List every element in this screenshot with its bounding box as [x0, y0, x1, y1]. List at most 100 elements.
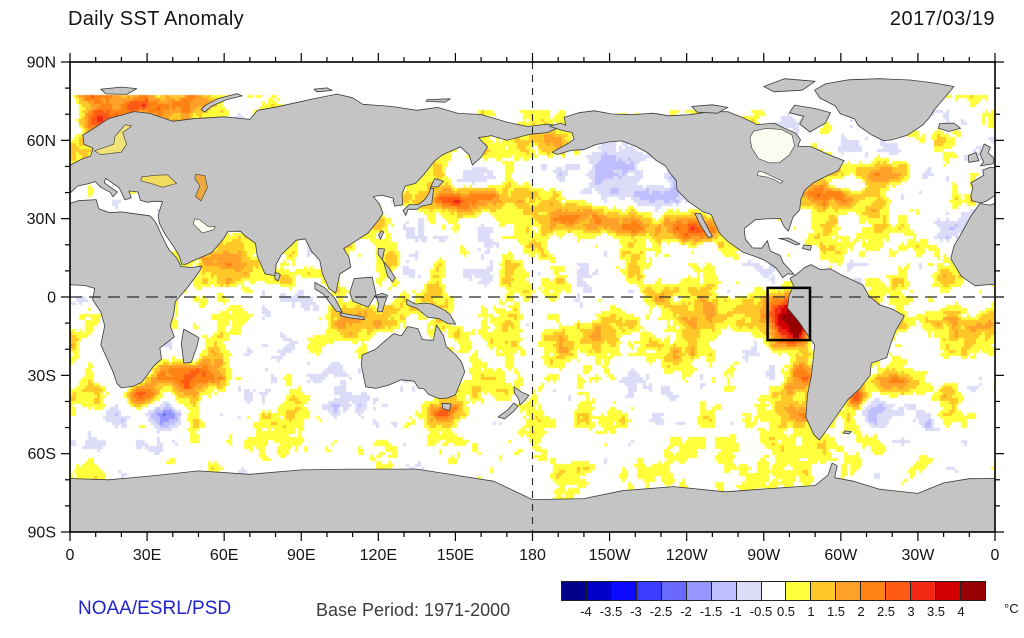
- x-axis-label: 150E: [437, 547, 474, 564]
- colorbar-tick-label: 3.5: [926, 604, 946, 619]
- great-lakes: [756, 170, 784, 184]
- colorbar-tick-label: 3: [907, 604, 915, 619]
- colorbar-cell: [660, 582, 686, 600]
- landmass-island: [967, 152, 980, 163]
- x-axis-label: 120W: [666, 547, 709, 564]
- y-axis-label: 0: [47, 290, 56, 307]
- colorbar-cell: [885, 582, 911, 600]
- colorbar-tick-label: -1.5: [699, 604, 723, 619]
- persian-gulf: [192, 218, 216, 234]
- base-period-label: Base Period: 1971-2000: [316, 600, 511, 620]
- landmass-island: [802, 244, 812, 251]
- landmass-island: [694, 213, 713, 238]
- colorbar-tick-label: -2: [680, 604, 692, 619]
- landmass-island: [842, 430, 852, 435]
- landmass-island: [425, 98, 451, 103]
- baltic-sea: [93, 124, 133, 156]
- landmass-island: [349, 276, 377, 308]
- colorbar-cell: [860, 582, 886, 600]
- colorbar-cell: [735, 582, 761, 600]
- landmass-island: [100, 86, 138, 95]
- date-label: 2017/03/19: [889, 8, 995, 30]
- x-axis-label: 90W: [747, 547, 781, 564]
- landmass-island: [970, 166, 995, 204]
- landmass-island: [497, 402, 519, 420]
- colorbar-tick-label: -3: [630, 604, 642, 619]
- highlight-box-nino12: [766, 286, 812, 342]
- landmass-island: [313, 87, 333, 93]
- y-axis-label: 90S: [28, 525, 56, 542]
- colorbar-cell: [810, 582, 836, 600]
- x-axis-label: 120E: [360, 547, 397, 564]
- colorbar-units-label: °C: [1004, 601, 1019, 616]
- landmass-africa: [70, 199, 203, 389]
- landmass-island: [406, 299, 457, 325]
- colorbar-cell: [935, 582, 960, 600]
- landmass-island: [789, 104, 831, 133]
- landmass-south-america: [787, 264, 905, 441]
- landmass-eurasia: [70, 93, 562, 294]
- landmass-island: [375, 292, 388, 313]
- landmass-island: [441, 402, 452, 412]
- colorbar-tick-label: 1: [807, 604, 815, 619]
- colorbar-tick-label: 1.5: [826, 604, 846, 619]
- colorbar-cell: [910, 582, 936, 600]
- colorbar-cell: [562, 582, 586, 600]
- colorbar-cell: [685, 582, 711, 600]
- landmass-island: [402, 178, 444, 216]
- y-axis-label: 60N: [27, 133, 56, 150]
- colorbar-cell: [835, 582, 861, 600]
- land-layer: [70, 78, 995, 532]
- landmass-island: [763, 78, 816, 93]
- x-axis-label: 150W: [589, 547, 632, 564]
- colorbar-tick-label: 2.5: [876, 604, 896, 619]
- landmass-greenland: [814, 78, 955, 141]
- landmass-island: [979, 143, 995, 167]
- y-axis-label: 90N: [27, 55, 56, 72]
- caspian-sea: [194, 173, 208, 202]
- hudson-bay: [749, 127, 795, 164]
- colorbar-tick-label: -4: [580, 604, 592, 619]
- x-axis-label: 0: [991, 547, 1000, 564]
- x-axis-label: 60E: [210, 547, 238, 564]
- x-axis-label: 30E: [133, 547, 161, 564]
- y-axis-label: 60S: [28, 446, 56, 463]
- landmass-island: [200, 93, 243, 113]
- y-axis-label: 30N: [27, 211, 56, 228]
- landmass-north-america: [549, 110, 845, 279]
- colorbar-tick-label: -3.5: [599, 604, 623, 619]
- colorbar-cell: [635, 582, 661, 600]
- colorbar-tick-label: -0.5: [749, 604, 773, 619]
- axis-ticks: [61, 53, 1004, 541]
- x-axis-label: 90E: [287, 547, 315, 564]
- colorbar-tick-label: -2.5: [649, 604, 673, 619]
- landmass-island: [180, 328, 200, 364]
- colorbar-cells: [561, 581, 986, 601]
- colorbar-tick-label: 0.5: [776, 604, 796, 619]
- landmass-island: [274, 271, 281, 282]
- x-axis-label: 180: [519, 547, 546, 564]
- colorbar-cell: [710, 582, 736, 600]
- colorbar-tick-label: -1: [730, 604, 742, 619]
- landmass-island: [691, 104, 729, 114]
- x-axis-label: 0: [66, 547, 75, 564]
- landmass-island: [778, 237, 801, 246]
- landmass-africa: [950, 202, 995, 287]
- axis-labels: 0 30E 60E 90E 120E 150E 180 150W 120W 90W 60W 30W 09…: [27, 55, 1000, 565]
- colorbar-tick-label: 4: [957, 604, 965, 619]
- colorbar-cell: [610, 582, 636, 600]
- landmass-australia: [361, 324, 466, 399]
- credit-label: NOAA/ESRL/PSD: [78, 598, 232, 619]
- colorbar-cell: [760, 582, 786, 600]
- black-sea: [140, 174, 178, 188]
- landmass-antarctica: [70, 462, 995, 532]
- landmass-island: [513, 386, 530, 406]
- page-title: Daily SST Anomaly: [68, 8, 244, 30]
- landmass-island: [938, 122, 961, 132]
- landmass-island: [377, 248, 396, 283]
- landmass-island: [339, 312, 365, 321]
- y-axis-label: 30S: [28, 368, 56, 385]
- x-axis-label: 60W: [824, 547, 858, 564]
